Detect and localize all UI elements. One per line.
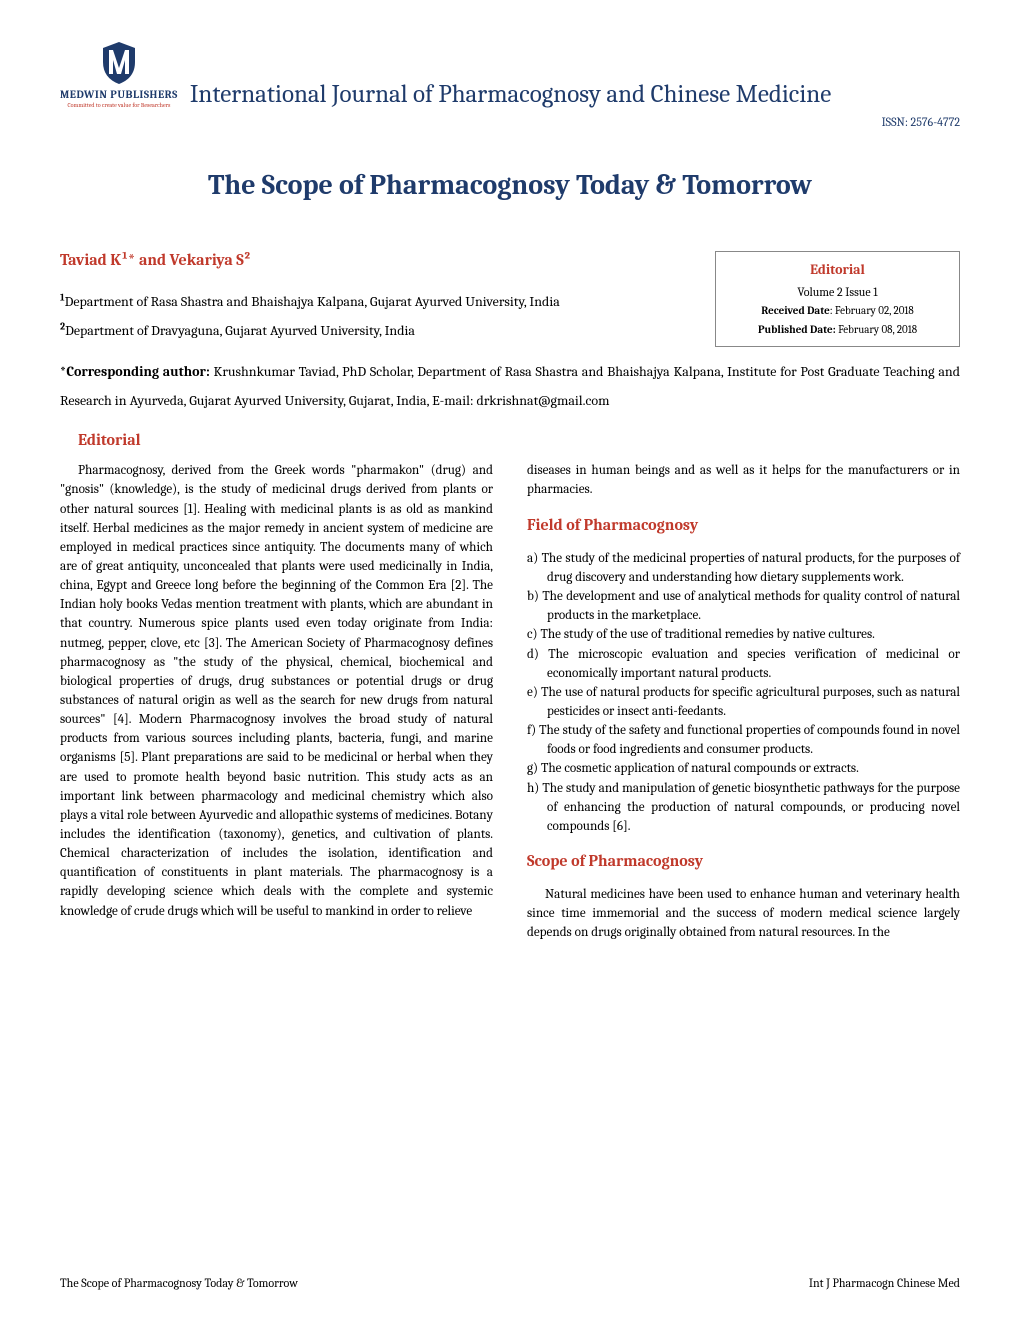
scope-paragraph-1: Natural medicines have been used to enha… <box>527 885 960 942</box>
affiliation-1: 1Department of Rasa Shastra and Bhaishaj… <box>60 287 695 316</box>
body-columns: Pharmacognosy, derived from the Greek wo… <box>60 461 960 942</box>
page: MEDWIN PUBLISHERS Committed to create va… <box>0 0 1020 1320</box>
field-item: c) The study of the use of traditional r… <box>527 625 960 644</box>
field-item: h) The study and manipulation of genetic… <box>527 779 960 836</box>
info-box: Editorial Volume 2 Issue 1 Received Date… <box>715 251 960 347</box>
received-label: Received Date <box>761 304 829 317</box>
issn: ISSN: 2576-4772 <box>60 115 960 129</box>
editorial-paragraph-1: Pharmacognosy, derived from the Greek wo… <box>60 461 493 920</box>
corresponding-author: *Corresponding author: Krushnkumar Tavia… <box>60 357 960 416</box>
field-item: g) The cosmetic application of natural c… <box>527 759 960 778</box>
field-list: a) The study of the medicinal properties… <box>527 549 960 836</box>
affiliation-2: 2Department of Dravyaguna, Gujarat Ayurv… <box>60 316 695 345</box>
authors-block: Taviad K¹* and Vekariya S² 1Department o… <box>60 251 715 346</box>
published-value: February 08, 2018 <box>836 323 917 336</box>
volume-issue: Volume 2 Issue 1 <box>726 282 949 302</box>
published-date: Published Date: February 08, 2018 <box>726 321 949 340</box>
meta-row: Taviad K¹* and Vekariya S² 1Department o… <box>60 251 960 347</box>
editorial-paragraph-2: diseases in human beings and as well as … <box>527 461 960 499</box>
received-date: Received Date: February 02, 2018 <box>726 302 949 321</box>
field-item: f) The study of the safety and functiona… <box>527 721 960 759</box>
article-type: Editorial <box>726 258 949 282</box>
field-item: a) The study of the medicinal properties… <box>527 549 960 587</box>
header: MEDWIN PUBLISHERS Committed to create va… <box>60 40 960 109</box>
journal-title: International Journal of Pharmacognosy a… <box>190 80 960 109</box>
footer-left: The Scope of Pharmacognosy Today & Tomor… <box>60 1276 298 1290</box>
corresponding-label: *Corresponding author: <box>60 363 210 380</box>
journal-title-block: International Journal of Pharmacognosy a… <box>190 80 960 109</box>
footer: The Scope of Pharmacognosy Today & Tomor… <box>60 1276 960 1290</box>
field-item: e) The use of natural products for speci… <box>527 683 960 721</box>
article-title: The Scope of Pharmacognosy Today & Tomor… <box>60 169 960 201</box>
publisher-name: MEDWIN PUBLISHERS <box>60 88 178 101</box>
field-item: d) The microscopic evaluation and specie… <box>527 645 960 683</box>
shield-icon <box>99 40 139 86</box>
published-label: Published Date: <box>758 323 836 336</box>
authors: Taviad K¹* and Vekariya S² <box>60 251 695 269</box>
editorial-heading: Editorial <box>78 431 960 449</box>
scope-heading: Scope of Pharmacognosy <box>527 850 960 873</box>
field-item: b) The development and use of analytical… <box>527 587 960 625</box>
publisher-tagline: Committed to create value for Researcher… <box>67 102 170 109</box>
received-value: : February 02, 2018 <box>830 304 914 317</box>
publisher-logo: MEDWIN PUBLISHERS Committed to create va… <box>60 40 178 109</box>
footer-right: Int J Pharmacogn Chinese Med <box>809 1276 960 1290</box>
field-heading: Field of Pharmacognosy <box>527 514 960 537</box>
affiliation-1-text: Department of Rasa Shastra and Bhaishajy… <box>65 293 560 310</box>
affiliation-2-text: Department of Dravyaguna, Gujarat Ayurve… <box>65 322 415 339</box>
